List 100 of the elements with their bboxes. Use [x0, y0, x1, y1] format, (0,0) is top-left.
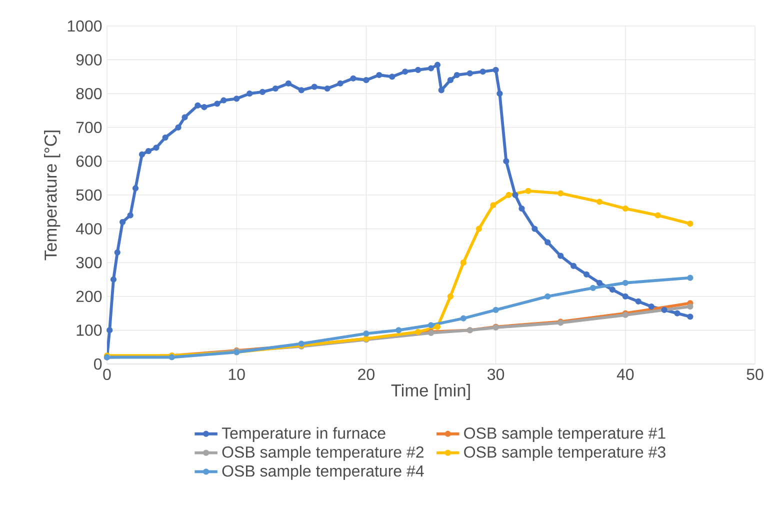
point — [506, 192, 512, 198]
point — [428, 322, 434, 328]
point — [661, 306, 668, 313]
point — [512, 192, 518, 198]
point — [350, 75, 356, 82]
point — [434, 62, 441, 68]
point — [414, 328, 422, 335]
point — [363, 330, 370, 337]
point — [648, 303, 654, 310]
point — [214, 100, 220, 107]
legend-label: OSB sample temperature #4 — [222, 464, 424, 480]
point — [687, 303, 694, 310]
point — [674, 310, 680, 316]
y-tick-label: 200 — [76, 290, 102, 302]
y-tick-label: 500 — [76, 189, 102, 201]
point — [201, 104, 208, 110]
y-axis-title: Temperature [°C] — [44, 130, 60, 260]
x-tick-label: 40 — [616, 368, 634, 380]
point — [438, 87, 444, 94]
point — [558, 190, 564, 196]
point — [298, 87, 304, 94]
y-tick-label: 900 — [76, 54, 102, 66]
point — [162, 134, 168, 141]
point — [402, 68, 408, 75]
point — [119, 218, 126, 226]
point — [466, 70, 473, 76]
x-tick-label: 0 — [103, 368, 111, 380]
point — [609, 286, 616, 293]
point — [476, 226, 482, 232]
point — [558, 252, 564, 259]
point — [127, 212, 134, 218]
x-axis-title: Time [min] — [391, 384, 470, 400]
point — [447, 293, 454, 300]
point — [490, 202, 496, 208]
point — [428, 65, 434, 72]
point — [138, 151, 146, 158]
legend-label: Temperature in furnace — [222, 427, 386, 442]
point — [590, 284, 596, 292]
point — [596, 198, 603, 205]
point — [106, 327, 113, 334]
point — [434, 324, 441, 330]
legend-label: OSB sample temperature #2 — [222, 446, 424, 461]
point — [687, 274, 694, 281]
point — [518, 205, 525, 212]
point — [447, 77, 454, 84]
y-tick-label: 600 — [76, 156, 102, 167]
point — [622, 280, 628, 286]
y-tick-label: 700 — [76, 122, 102, 134]
point — [687, 220, 694, 227]
point — [110, 276, 117, 283]
point — [492, 306, 499, 313]
point — [460, 315, 466, 322]
point — [596, 280, 603, 286]
point — [194, 102, 201, 109]
point — [285, 80, 292, 87]
point — [532, 226, 538, 232]
point — [132, 185, 139, 192]
y-tick-label: 100 — [76, 324, 102, 336]
y-tick-label: 0 — [94, 358, 102, 370]
point — [396, 327, 402, 334]
point — [234, 96, 240, 102]
point — [389, 74, 396, 80]
point — [220, 97, 227, 104]
point — [454, 72, 460, 78]
y-tick-label: 300 — [76, 256, 102, 268]
point — [654, 212, 661, 218]
point — [622, 205, 628, 212]
point — [460, 260, 466, 266]
point — [337, 80, 344, 87]
point — [480, 68, 486, 75]
y-tick-label: 400 — [76, 223, 102, 234]
point — [496, 90, 503, 97]
point — [570, 262, 577, 270]
point — [311, 84, 318, 90]
point — [272, 85, 279, 92]
point — [182, 114, 188, 120]
x-tick-label: 30 — [488, 368, 504, 380]
point — [363, 77, 370, 84]
point — [544, 239, 551, 246]
point — [153, 144, 160, 151]
legend-label: OSB sample temperature #1 — [464, 427, 666, 442]
point — [175, 124, 182, 130]
legend-label: OSB sample temperature #3 — [464, 446, 666, 461]
x-tick-label: 10 — [228, 368, 245, 380]
point — [622, 293, 628, 300]
point — [145, 148, 152, 154]
point — [492, 66, 499, 74]
x-tick-label: 20 — [358, 368, 374, 380]
point — [503, 158, 510, 164]
point — [525, 188, 532, 194]
y-tick-label: 800 — [76, 88, 102, 100]
point — [114, 249, 120, 256]
point — [259, 88, 266, 95]
point — [414, 66, 422, 74]
point — [583, 271, 590, 278]
y-tick-label: 1000 — [68, 20, 102, 32]
point — [544, 293, 551, 300]
point — [246, 90, 253, 97]
point — [376, 72, 382, 78]
point — [687, 314, 694, 320]
